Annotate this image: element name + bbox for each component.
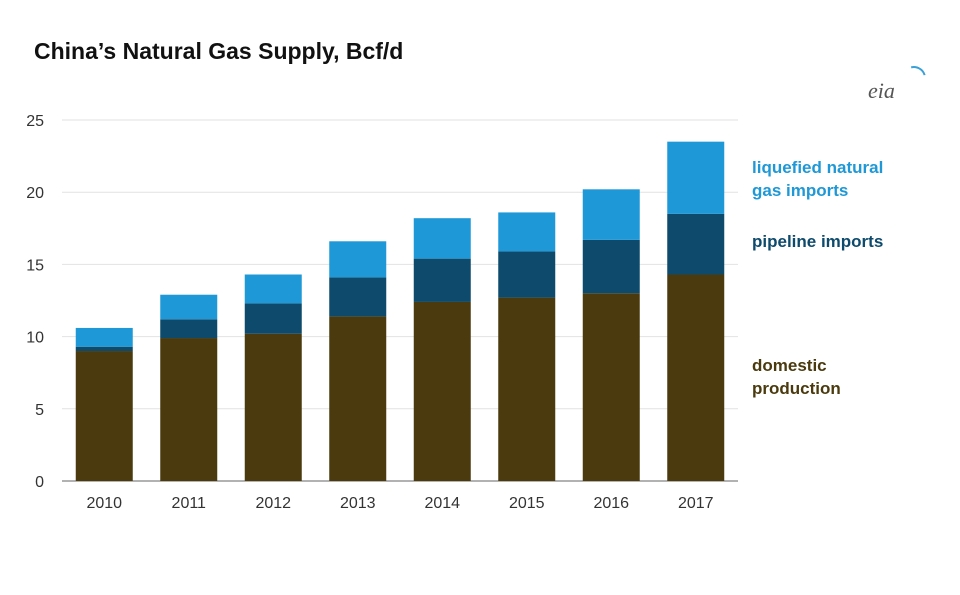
y-tick-label: 0 bbox=[35, 474, 44, 491]
x-tick-label: 2014 bbox=[424, 495, 460, 512]
bar-segment bbox=[582, 189, 640, 240]
bar-segment bbox=[244, 303, 302, 334]
bar-segment bbox=[160, 338, 218, 481]
bar-segment bbox=[413, 301, 471, 481]
legend-domestic-line2: production bbox=[752, 379, 841, 398]
legend-lng-line1: liquefied natural bbox=[752, 158, 884, 177]
y-tick-label: 5 bbox=[35, 402, 44, 419]
bar-segment bbox=[329, 316, 387, 481]
bar-segment bbox=[582, 239, 640, 294]
bar-segment bbox=[75, 351, 133, 481]
bars bbox=[75, 141, 725, 481]
x-tick-label: 2010 bbox=[86, 495, 122, 512]
bar-segment bbox=[160, 319, 218, 339]
bar-segment bbox=[582, 293, 640, 481]
x-tick-label: 2012 bbox=[255, 495, 291, 512]
legend-domestic: domestic production bbox=[752, 354, 841, 400]
bar-segment bbox=[498, 212, 556, 252]
x-tick-label: 2017 bbox=[678, 495, 714, 512]
x-tick-label: 2011 bbox=[172, 495, 207, 512]
bar-segment bbox=[75, 346, 133, 352]
x-tick-label: 2015 bbox=[509, 495, 545, 512]
bar-segment bbox=[667, 274, 725, 481]
bar-segment bbox=[498, 251, 556, 298]
bar-segment bbox=[413, 218, 471, 259]
bar-segment bbox=[160, 294, 218, 320]
legend-domestic-line1: domestic bbox=[752, 356, 827, 375]
legend-lng-line2: gas imports bbox=[752, 181, 849, 200]
y-axis-ticks: 0 5 10 15 20 25 bbox=[26, 113, 44, 491]
chart-title: China’s Natural Gas Supply, Bcf/d bbox=[34, 38, 404, 64]
x-axis-ticks: 2010 2011 2012 2013 2014 2015 2016 2017 bbox=[86, 495, 713, 512]
x-tick-label: 2016 bbox=[593, 495, 629, 512]
y-tick-label: 15 bbox=[26, 257, 44, 274]
eia-logo: eia bbox=[868, 78, 895, 103]
bar-segment bbox=[413, 258, 471, 302]
y-tick-label: 20 bbox=[26, 185, 44, 202]
bar-segment bbox=[329, 277, 387, 317]
bar-segment bbox=[244, 274, 302, 304]
bar-segment bbox=[244, 333, 302, 481]
bar-segment bbox=[75, 327, 133, 347]
x-tick-label: 2013 bbox=[340, 495, 376, 512]
legend-pipeline: pipeline imports bbox=[752, 232, 884, 251]
bar-segment bbox=[329, 241, 387, 278]
y-tick-label: 10 bbox=[26, 330, 44, 347]
bar-segment bbox=[498, 297, 556, 481]
y-tick-label: 25 bbox=[26, 113, 44, 130]
bar-segment bbox=[667, 141, 725, 214]
legend-lng: liquefied natural gas imports bbox=[752, 156, 883, 202]
bar-segment bbox=[667, 213, 725, 275]
